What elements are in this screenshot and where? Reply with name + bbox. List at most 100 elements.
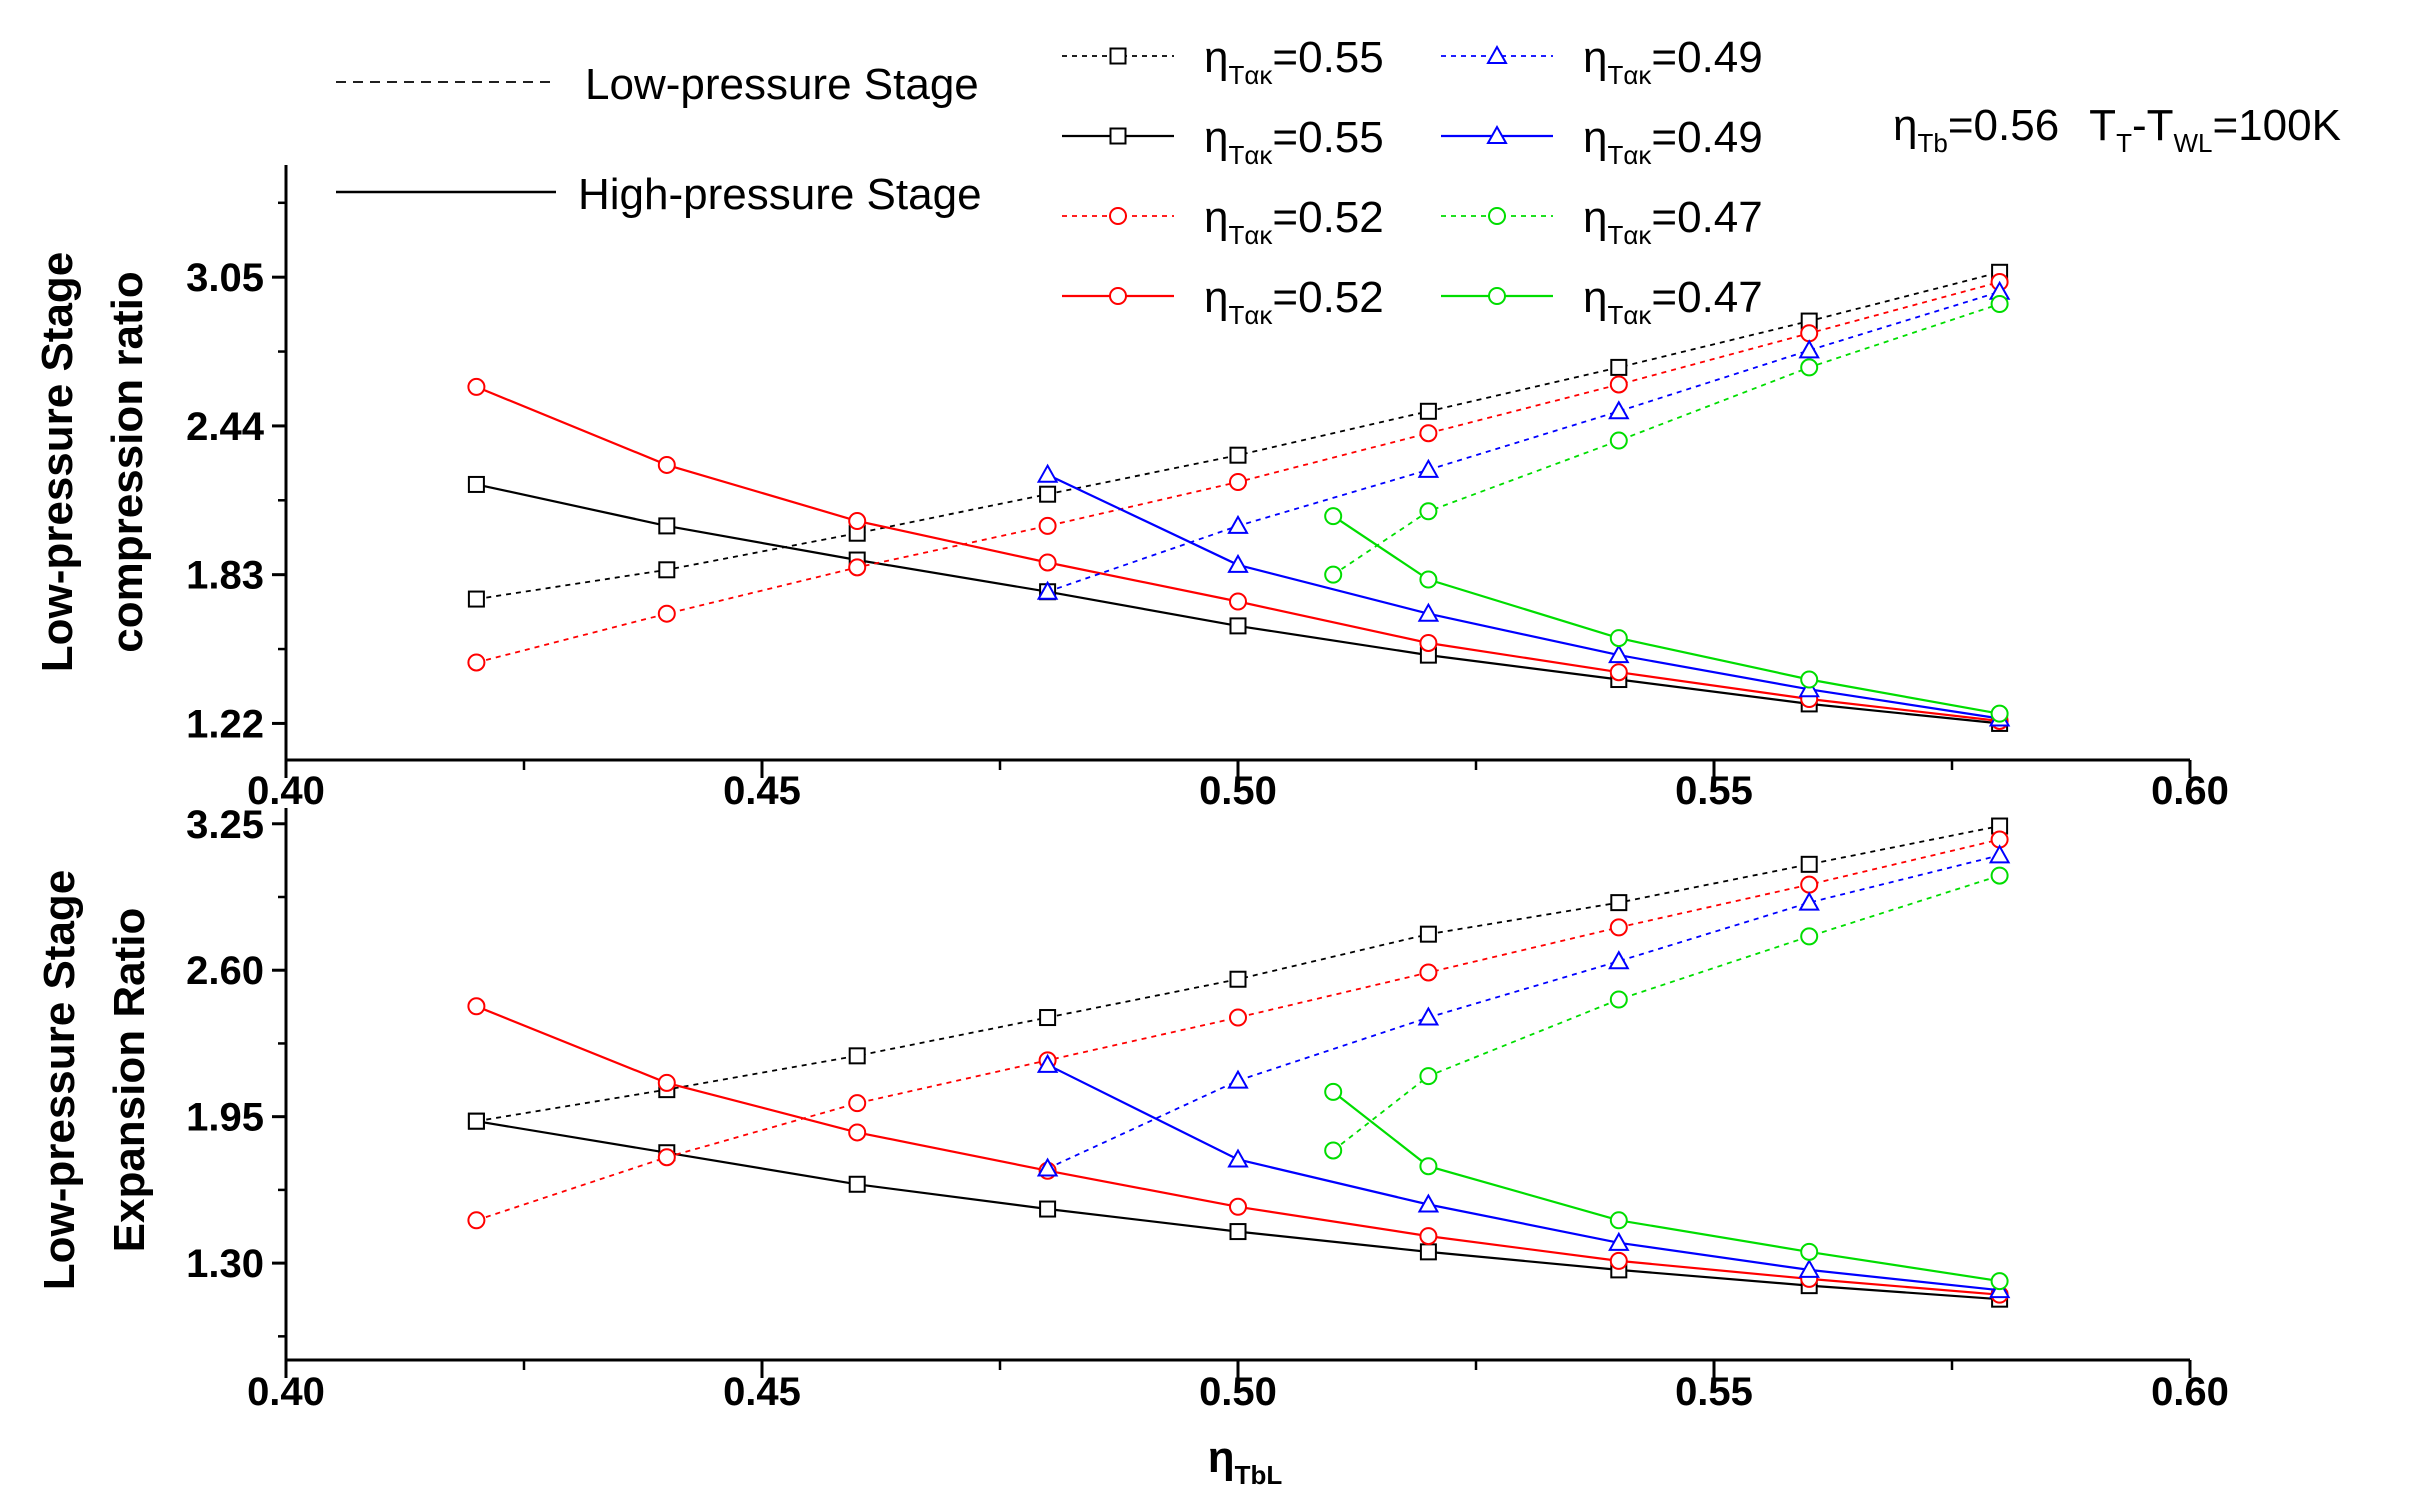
data-point [657,455,676,474]
data-point [1227,553,1249,573]
data-point [1419,1157,1438,1176]
data-point [1609,1211,1628,1230]
data-point [467,590,485,608]
series-legend-marker [1486,44,1508,64]
series-high-triangle-0000ff [1036,1053,2011,1299]
top-panel: 0.40 0.45 0.50 0.55 0.60 1.22 1.83 2.44 3.05 Low-… [33,165,2229,813]
data-point [1990,1272,2009,1291]
x-tick-label: 0.60 [2151,769,2229,813]
data-point [1609,1251,1628,1270]
x-tick-label: 0.40 [247,769,325,813]
data-point [1608,400,1630,420]
data-point [1609,918,1628,937]
series-high-circle-ff0000 [467,997,2009,1304]
x-tick-label: 0.55 [1675,1370,1753,1414]
data-point [1229,473,1247,492]
data-point [848,1094,867,1113]
x-tick-label: 0.55 [1675,769,1753,813]
data-point [1609,990,1628,1009]
data-point [467,1112,485,1130]
series-legend-label: ηTακ=0.52 [1204,193,1384,250]
data-point [1800,855,1818,873]
data-point [1800,358,1819,377]
data-point [467,1211,486,1230]
data-point [1324,1082,1343,1101]
data-point [1990,704,2009,723]
data-point [1417,1006,1440,1026]
series-legend-label: ηTακ=0.47 [1583,273,1763,330]
y-axis-title-line: Low-pressure Stage [33,252,82,673]
y-tick-label: 1.83 [186,554,264,598]
data-point [1229,617,1247,635]
data-point [658,561,676,579]
y-tick-label: 2.44 [186,405,265,449]
series-legend-marker [1109,207,1127,225]
data-point [1608,1231,1630,1251]
data-point [1988,844,2011,864]
data-point [1229,970,1247,988]
data-point [1038,553,1057,572]
series-legend: ηTακ=0.55 ηTακ=0.55 ηTακ=0.52 ηTακ=0.52 ηTακ… [1062,33,1763,330]
series-line [1047,473,2000,720]
series-legend-label: ηTακ=0.52 [1204,273,1384,330]
data-point [1324,565,1343,584]
data-point [1229,446,1247,464]
series-legend-label: ηTακ=0.47 [1583,193,1763,250]
data-point [1419,925,1437,943]
conditions-annotation: ηTb=0.56 TT-TWL=100K [1893,101,2341,158]
data-point [1609,663,1628,682]
data-point [1419,1243,1437,1261]
data-point [1990,866,2009,885]
x-tick-label: 0.45 [723,769,801,813]
series-line [1332,874,2000,1152]
data-point [1798,1258,1820,1278]
data-point [1419,1067,1438,1086]
data-point [848,558,867,577]
data-point [467,653,486,672]
stage-legend-label: Low-pressure Stage [585,60,979,109]
data-point [1036,463,1059,483]
series-legend-label: ηTακ=0.49 [1583,113,1763,170]
series-line [1047,1063,2000,1292]
data-point [1798,339,1820,359]
data-point [1800,324,1819,343]
series-legend-marker [1488,207,1506,225]
x-tick-label: 0.40 [247,1370,325,1414]
series-line [1047,290,2000,593]
y-axis-title-line: Expansion Ratio [105,908,154,1253]
data-point [1417,458,1440,478]
data-point [1324,1141,1343,1160]
data-point [848,512,867,531]
series-legend-marker [1488,287,1506,305]
x-tick-label: 0.45 [723,1370,801,1414]
y-axis-title-line: compression ratio [103,271,152,652]
series-legend-marker [1109,47,1127,65]
series-low-circle-00dd00 [1324,294,2009,584]
data-point [1800,927,1819,946]
stage-legend-label: High-pressure Stage [578,170,982,219]
data-point [1610,894,1628,912]
data-point [848,1175,866,1193]
data-point [848,1123,867,1142]
y-axis-title-line: Low-pressure Stage [35,870,84,1291]
y-tick-label: 2.60 [186,949,264,993]
data-point [1227,1069,1249,1089]
data-point [1608,950,1630,970]
data-point [467,377,486,396]
data-point [1609,431,1628,450]
x-tick-label: 0.50 [1199,769,1277,813]
x-tick-label: 0.60 [2151,1370,2229,1414]
data-point [848,1047,866,1065]
series-legend-label: ηTακ=0.49 [1583,33,1763,90]
series-low-circle-ff0000 [467,830,2009,1230]
series-low-circle-00dd00 [1324,866,2009,1160]
data-point [657,1073,676,1092]
data-point [1800,1242,1819,1261]
data-point [1229,1008,1247,1027]
series-low-square-000000 [467,817,2009,1130]
series-line [476,838,2000,1222]
data-point [1800,670,1819,689]
data-point [1227,1148,1249,1168]
data-point [1419,1227,1438,1246]
